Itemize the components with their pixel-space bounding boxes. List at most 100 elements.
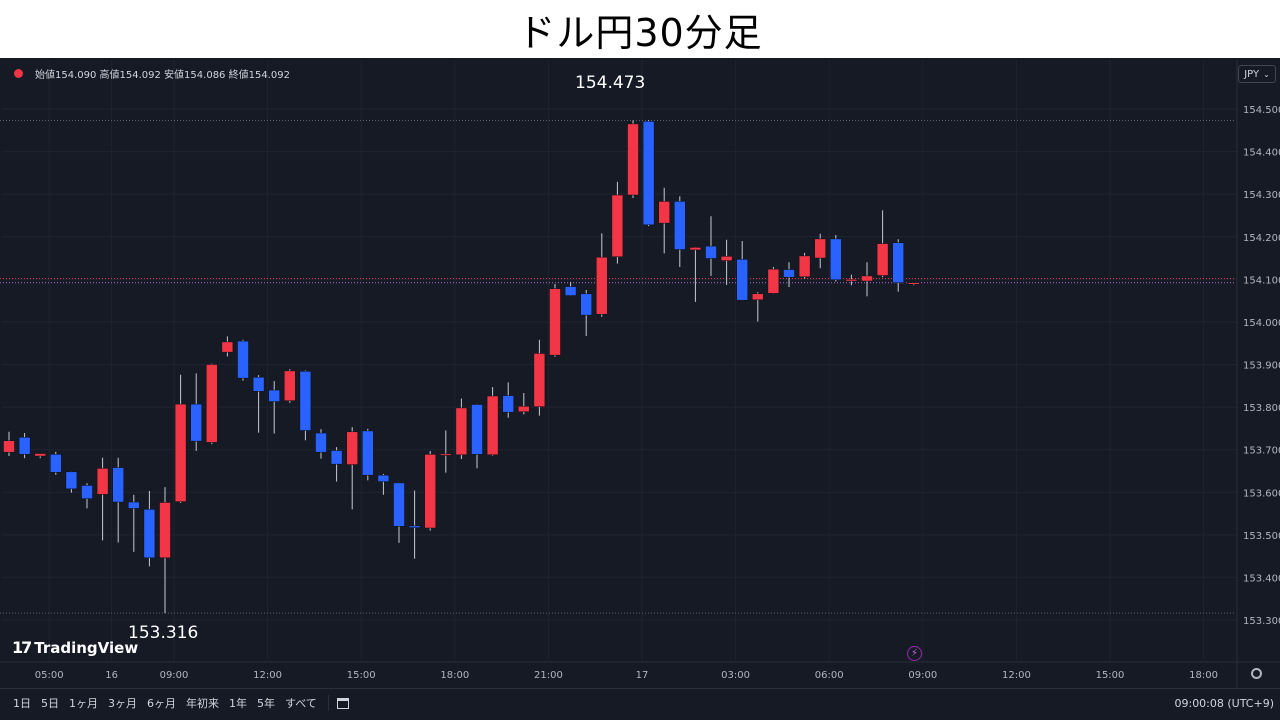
timeframe-bar: 1日 5日 1ヶ月 3ヶ月 6ヶ月 年初来 1年 5年 すべて 09:00:08… xyxy=(0,688,1280,717)
timeframe-all[interactable]: すべて xyxy=(285,697,317,710)
x-tick-label: 18:00 xyxy=(1189,670,1218,681)
candle-body xyxy=(96,468,109,495)
candle-body xyxy=(845,279,858,282)
y-tick-label: 153.500 xyxy=(1243,531,1280,542)
candle-body xyxy=(908,282,920,285)
candle-body xyxy=(50,454,62,473)
candle-body xyxy=(720,256,733,261)
price-lines xyxy=(0,119,1236,614)
candle-body xyxy=(299,371,312,431)
currency-label: JPY xyxy=(1244,68,1260,80)
y-tick-label: 153.900 xyxy=(1243,361,1280,372)
x-tick-label: 09:00 xyxy=(908,670,937,681)
calendar-icon[interactable] xyxy=(336,697,349,709)
x-tick-label: 09:00 xyxy=(160,670,189,681)
timeframe-ytd[interactable]: 年初来 xyxy=(186,697,219,710)
low-price-label: 153.316 xyxy=(128,623,199,643)
symbol-dot-icon xyxy=(14,69,23,78)
candle-body xyxy=(252,377,265,392)
candle-body xyxy=(658,201,670,224)
candle-body xyxy=(861,275,873,282)
page-title: ドル円30分足 xyxy=(517,10,763,55)
candle-body xyxy=(221,341,234,353)
tradingview-logo[interactable]: 17 TradingView xyxy=(12,638,138,657)
x-tick-label: 12:00 xyxy=(1002,670,1031,681)
candle-body xyxy=(518,405,530,413)
x-tick-label: 05:00 xyxy=(35,670,64,681)
candle-body xyxy=(642,121,655,226)
candle-body xyxy=(362,430,374,476)
candles xyxy=(3,120,920,614)
candle-body xyxy=(3,440,15,453)
candle-body xyxy=(346,431,358,465)
ohlc-values: 始値154.090 高値154.092 安値154.086 終値154.092 xyxy=(35,70,290,81)
candle-body xyxy=(408,525,421,528)
candle-body xyxy=(674,201,686,250)
lightning-icon[interactable]: ⚡ xyxy=(907,646,922,661)
candle-body xyxy=(112,467,124,503)
x-tick-label: 18:00 xyxy=(440,670,469,681)
y-tick-label: 153.400 xyxy=(1243,573,1280,584)
timeframe-5d[interactable]: 5日 xyxy=(41,697,59,710)
timeframe-6m[interactable]: 6ヶ月 xyxy=(147,697,176,710)
candle-body xyxy=(206,364,218,443)
candle-body xyxy=(424,454,436,529)
divider xyxy=(327,695,329,711)
candle-body xyxy=(767,268,780,294)
currency-selector[interactable]: JPY ⌄ xyxy=(1238,65,1276,83)
candle-body xyxy=(128,501,140,509)
candle-body xyxy=(81,485,93,499)
candle-body xyxy=(580,293,592,316)
page-title-bar: ドル円30分足 xyxy=(0,0,1280,58)
x-tick-label: 03:00 xyxy=(721,670,750,681)
candle-body xyxy=(440,453,452,456)
timeframe-1d[interactable]: 1日 xyxy=(13,697,31,710)
timeframe-5y[interactable]: 5年 xyxy=(257,697,275,710)
y-tick-label: 154.400 xyxy=(1243,148,1280,159)
candle-body xyxy=(736,259,748,301)
x-tick-label: 06:00 xyxy=(815,670,844,681)
y-tick-label: 154.200 xyxy=(1243,233,1280,244)
candle-body xyxy=(237,340,249,379)
candle-body xyxy=(455,407,468,456)
candle-body xyxy=(689,247,702,251)
candle-body xyxy=(502,395,514,413)
candle-body xyxy=(564,286,577,296)
candle-body xyxy=(752,293,764,301)
candle-body xyxy=(876,243,889,276)
candle-body xyxy=(190,403,202,442)
candle-body xyxy=(268,389,280,402)
chevron-down-icon: ⌄ xyxy=(1263,69,1270,79)
y-tick-label: 154.100 xyxy=(1243,275,1280,286)
candle-body xyxy=(159,502,171,559)
candle-body xyxy=(330,450,343,465)
x-tick-label: 15:00 xyxy=(347,670,376,681)
candle-body xyxy=(549,288,561,356)
candle-body xyxy=(705,245,717,259)
y-tick-label: 153.600 xyxy=(1243,488,1280,499)
candle-body xyxy=(830,238,842,281)
time-axis: 05:00 16 09:00 12:00 15:00 18:00 21:00 17 03:00 0… xyxy=(35,670,1218,681)
timeframe-1y[interactable]: 1年 xyxy=(229,697,247,710)
timeframe-1m[interactable]: 1ヶ月 xyxy=(69,697,98,710)
timeframe-3m[interactable]: 3ヶ月 xyxy=(108,697,137,710)
candle-body xyxy=(596,256,608,315)
candle-body xyxy=(892,242,904,283)
y-tick-label: 154.300 xyxy=(1243,190,1280,201)
candle-body xyxy=(174,403,187,502)
candle-body xyxy=(533,353,546,407)
candle-body xyxy=(798,255,811,278)
candle-body xyxy=(65,471,78,490)
y-tick-label: 153.300 xyxy=(1243,616,1280,627)
gear-icon[interactable] xyxy=(1251,668,1262,679)
candle-body xyxy=(315,432,327,453)
x-tick-label: 16 xyxy=(105,670,118,681)
candle-body xyxy=(814,238,826,259)
tradingview-logo-icon: 17 xyxy=(12,638,32,657)
ohlc-legend: 始値154.090 高値154.092 安値154.086 終値154.092 xyxy=(14,66,290,81)
candle-body xyxy=(783,269,795,278)
candle-body xyxy=(471,404,483,455)
candle-body xyxy=(377,474,390,482)
candle-body xyxy=(34,453,46,457)
